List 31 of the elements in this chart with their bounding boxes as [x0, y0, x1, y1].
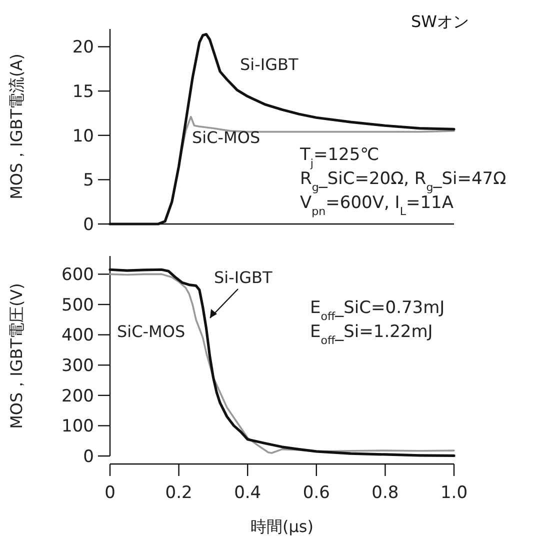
annotation: E$_{off}$_Si=1.22mJ	[310, 322, 433, 346]
x-tick-label: 0.8	[372, 483, 399, 503]
annotation: E$_{off}$_SiC=0.73mJ	[310, 298, 445, 322]
x-tick-label: 0.6	[302, 483, 330, 503]
annotation: R$_{g}$_SiC=20Ω, R$_{g}$_Si=47Ω	[300, 169, 506, 194]
y-tick-label: 0	[83, 446, 94, 467]
x-tick-label: 1.0	[440, 483, 468, 503]
y-tick-label: 20	[72, 38, 94, 58]
x-tick-label: 0.4	[234, 483, 262, 503]
y-tick-label: 5	[83, 170, 94, 191]
x-axis-title: 時間(μs)	[250, 517, 314, 536]
series-label: Si-IGBT	[240, 55, 298, 74]
annotation: V$_{pn}$=600V, I$_{L}$=11A	[300, 193, 454, 218]
series-label: SiC-MOS	[192, 128, 260, 147]
y-tick-label: 500	[62, 295, 94, 316]
y-tick-label: 15	[72, 82, 94, 102]
y-tick-label: 200	[62, 386, 94, 406]
chart-title: SWオン	[411, 12, 469, 31]
y-tick-label: 10	[72, 126, 94, 146]
y-tick-label: 100	[62, 416, 94, 437]
x-tick-label: 0.2	[165, 483, 192, 503]
series-label: Si-IGBT	[214, 268, 272, 287]
y-tick-label: 0	[83, 214, 94, 235]
series-label: SiC-MOS	[117, 322, 186, 341]
y-axis-title: MOS，IGBT電流(A)	[7, 54, 26, 200]
x-tick-label: 0	[104, 483, 116, 503]
y-tick-label: 300	[62, 356, 94, 376]
y-tick-label: 600	[62, 265, 94, 286]
annotation: T$_{j}$=125℃	[299, 145, 380, 170]
y-axis-title: MOS，IGBT電圧(V)	[7, 283, 26, 429]
y-tick-label: 400	[62, 326, 94, 346]
